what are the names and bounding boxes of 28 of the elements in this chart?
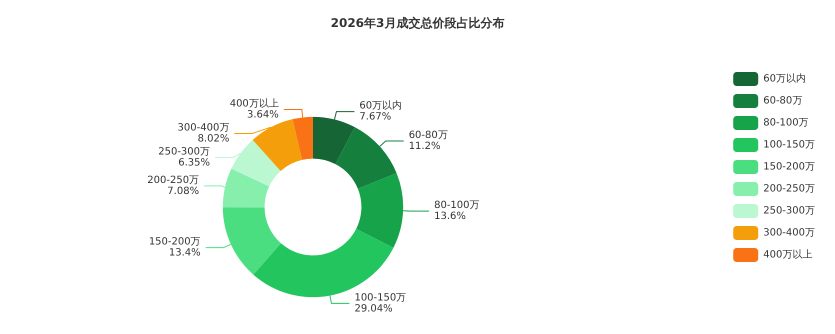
data-label: 13.6% [434,211,466,222]
slice-label: 60-80万 [408,130,448,142]
data-label: 11.2% [408,141,440,152]
slice-label: 60万以内 [359,100,402,112]
slice-label: 400万以上 [230,97,279,110]
legend-label: 400万以上 [763,248,812,260]
legend-label: 300-400万 [763,228,816,238]
data-label: 3.64% [247,109,279,120]
chart-title: 2026年3月成交总价段占比分布 [330,16,504,30]
legend-label: 150-200万 [763,162,816,172]
slice-label: 250-300万 [158,146,210,158]
data-label: 7.08% [167,186,200,197]
slice-label: 200-250万 [147,174,200,186]
legend-label: 100-150万 [763,140,816,150]
data-label: 7.67% [359,112,392,123]
legend-label: 60-80万 [763,96,802,106]
data-label: 29.04% [354,303,393,314]
slice-label: 300-400万 [178,122,230,134]
legend-label: 80-100万 [763,118,809,128]
slice-label: 80-100万 [434,200,480,212]
slice-label: 100-150万 [354,292,406,304]
legend-label: 60万以内 [763,72,806,84]
legend-label: 250-300万 [763,206,816,216]
data-label: 8.02% [198,133,230,144]
slice-label: 150-200万 [148,236,201,248]
legend-label: 200-250万 [763,184,816,194]
data-label: 6.35% [178,157,210,168]
data-label: 13.4% [168,248,201,259]
